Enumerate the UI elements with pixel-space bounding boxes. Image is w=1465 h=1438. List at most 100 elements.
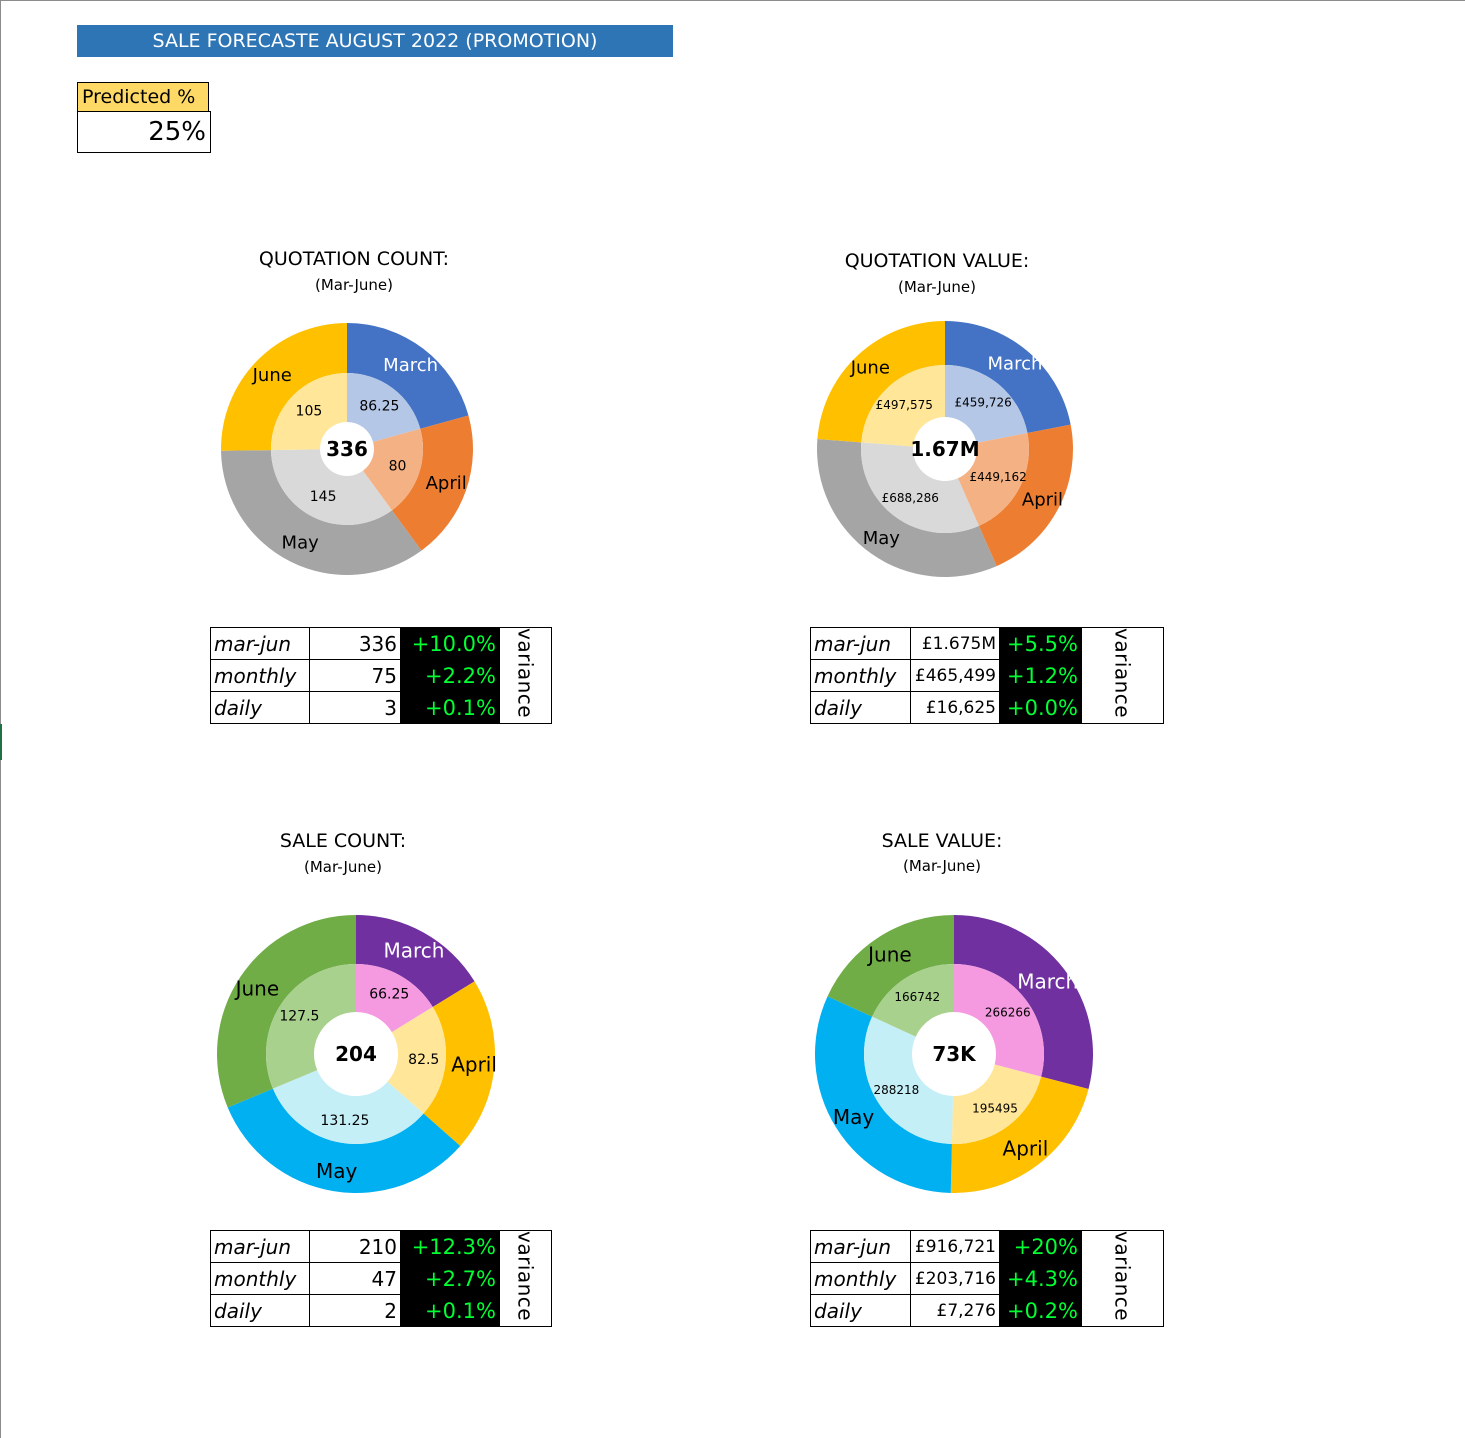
outer-slice-march[interactable] <box>954 915 1093 1089</box>
outer-slice-may[interactable] <box>221 450 422 575</box>
stat-variance[interactable]: +5.5% <box>999 627 1082 660</box>
inner-slice-april[interactable] <box>957 432 1029 526</box>
window-left-border <box>0 0 1 1438</box>
category-label-april: April <box>1003 1137 1049 1161</box>
stat-variance[interactable]: +2.2% <box>400 659 500 692</box>
outer-slice-march[interactable] <box>347 323 469 429</box>
category-label-june: June <box>252 365 292 386</box>
value-label-april: 80 <box>389 459 407 475</box>
stat-value[interactable]: £7,276 <box>910 1294 1000 1327</box>
value-label-april: 195495 <box>972 1101 1018 1115</box>
inner-slice-june[interactable] <box>872 964 954 1037</box>
stat-value[interactable]: £465,499 <box>910 659 1000 692</box>
outer-slice-june[interactable] <box>216 915 356 1108</box>
stat-variance[interactable]: +0.2% <box>999 1294 1082 1327</box>
stats-row-mar-jun: mar-jun 336 +10.0% variance <box>210 627 552 724</box>
value-label-may: 145 <box>310 489 337 505</box>
stat-label: monthly <box>810 659 911 692</box>
inner-slice-june[interactable] <box>266 964 356 1089</box>
category-label-june: June <box>850 358 890 379</box>
stat-label: mar-jun <box>810 627 911 660</box>
category-label-march: March <box>383 939 444 963</box>
stats-row-mar-jun: mar-jun £916,721 +20% variance <box>810 1230 1164 1327</box>
stats-row-daily: daily £16,625 +0.0% <box>810 691 1164 724</box>
outer-slice-april[interactable] <box>950 1076 1089 1193</box>
inner-slice-march[interactable] <box>347 373 421 442</box>
outer-slice-april[interactable] <box>978 424 1073 567</box>
stat-value[interactable]: 210 <box>309 1230 401 1263</box>
stat-variance[interactable]: +4.3% <box>999 1262 1082 1295</box>
inner-slice-april[interactable] <box>362 428 423 511</box>
outer-slice-april[interactable] <box>391 415 473 551</box>
stats-row-daily: daily 3 +0.1% <box>210 691 552 724</box>
quotation-count-subtitle: (Mar-June) <box>315 276 393 294</box>
value-label-may: 288218 <box>873 1083 919 1097</box>
variance-header: variance <box>1081 1230 1164 1327</box>
value-label-april: £449,162 <box>970 470 1027 484</box>
outer-slice-june[interactable] <box>221 323 347 451</box>
outer-slice-march[interactable] <box>945 321 1071 433</box>
variance-header: variance <box>1081 627 1164 724</box>
stat-variance[interactable]: +10.0% <box>400 627 500 660</box>
inner-slice-june[interactable] <box>271 373 347 451</box>
stat-value[interactable]: 3 <box>309 691 401 724</box>
inner-slice-may[interactable] <box>271 449 392 525</box>
stat-variance[interactable]: +2.7% <box>400 1262 500 1295</box>
inner-slice-april[interactable] <box>387 1007 446 1114</box>
inner-slice-march[interactable] <box>954 964 1044 1077</box>
stat-label: mar-jun <box>210 1230 310 1263</box>
outer-slice-may[interactable] <box>817 438 997 577</box>
inner-slice-may[interactable] <box>861 442 979 533</box>
inner-slice-june[interactable] <box>861 365 945 447</box>
value-label-june: 105 <box>296 403 323 419</box>
predicted-value[interactable]: 25% <box>77 111 211 153</box>
outer-slice-june[interactable] <box>827 915 954 1017</box>
outer-slice-april[interactable] <box>423 981 495 1146</box>
category-label-may: May <box>316 1159 358 1183</box>
stat-variance[interactable]: +12.3% <box>400 1230 500 1263</box>
stat-variance[interactable]: +20% <box>999 1230 1082 1263</box>
inner-slice-march[interactable] <box>356 964 433 1033</box>
outer-slice-march[interactable] <box>356 915 475 1008</box>
quotation-count-table: mar-jun 336 +10.0% variance monthly 75 +2.2% da… <box>210 627 552 724</box>
center-total-label: 204 <box>335 1042 377 1066</box>
inner-slice-may[interactable] <box>864 1016 954 1144</box>
stat-value[interactable]: £16,625 <box>910 691 1000 724</box>
stat-variance[interactable]: +0.1% <box>400 691 500 724</box>
variance-label: variance <box>1110 1231 1135 1322</box>
outer-slice-june[interactable] <box>817 321 945 443</box>
stat-value[interactable]: £1.675M <box>910 627 1000 660</box>
stat-value[interactable]: £203,716 <box>910 1262 1000 1295</box>
outer-slice-may[interactable] <box>815 996 952 1193</box>
sheet-edge-marker <box>0 724 2 760</box>
category-label-june: June <box>866 942 912 966</box>
stat-value[interactable]: 336 <box>309 627 401 660</box>
value-label-march: 266266 <box>985 1005 1031 1019</box>
stat-variance[interactable]: +0.0% <box>999 691 1082 724</box>
stat-label: daily <box>210 1294 310 1327</box>
stat-variance[interactable]: +0.1% <box>400 1294 500 1327</box>
stat-value[interactable]: 75 <box>309 659 401 692</box>
value-label-june: 166742 <box>894 990 940 1004</box>
category-label-april: April <box>426 473 467 494</box>
stat-value[interactable]: 2 <box>309 1294 401 1327</box>
stat-label: daily <box>810 691 911 724</box>
stat-label: monthly <box>210 1262 310 1295</box>
outer-slice-may[interactable] <box>227 1088 461 1193</box>
sale-value-subtitle: (Mar-June) <box>903 857 981 875</box>
stat-value[interactable]: £916,721 <box>910 1230 1000 1263</box>
stat-variance[interactable]: +1.2% <box>999 659 1082 692</box>
sale-value-title: SALE VALUE: <box>881 830 1003 852</box>
category-label-may: May <box>282 532 320 553</box>
inner-slice-march[interactable] <box>945 365 1028 443</box>
sale-count-table: mar-jun 210 +12.3% variance monthly 47 +2.7% da… <box>210 1230 552 1327</box>
stats-row-mar-jun: mar-jun £1.675M +5.5% variance <box>810 627 1164 724</box>
stat-value[interactable]: 47 <box>309 1262 401 1295</box>
sale-count-subtitle: (Mar-June) <box>304 858 382 876</box>
inner-slice-april[interactable] <box>951 1064 1042 1144</box>
category-label-march: March <box>383 355 438 376</box>
value-label-march: 66.25 <box>369 987 409 1003</box>
center-total-label: 1.67M <box>910 437 979 461</box>
stats-row-daily: daily £7,276 +0.2% <box>810 1294 1164 1327</box>
inner-slice-may[interactable] <box>272 1070 424 1144</box>
